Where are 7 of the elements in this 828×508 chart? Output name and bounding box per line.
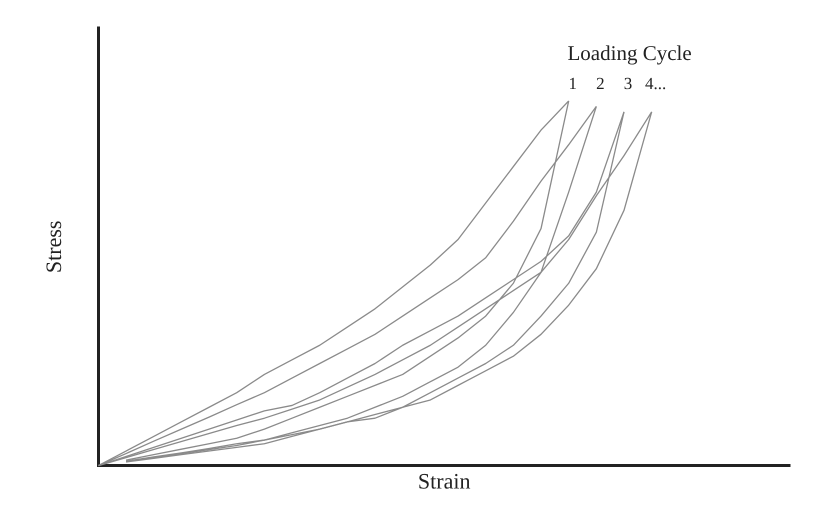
y-axis-title: Stress — [40, 220, 66, 274]
series-label: 2 — [596, 74, 605, 93]
x-axis-title: Strain — [418, 468, 470, 494]
series-label: 3 — [624, 74, 632, 93]
legend-title: Loading Cycle — [567, 40, 692, 65]
series-label: 4... — [645, 74, 666, 93]
series-label: 1 — [568, 74, 577, 93]
